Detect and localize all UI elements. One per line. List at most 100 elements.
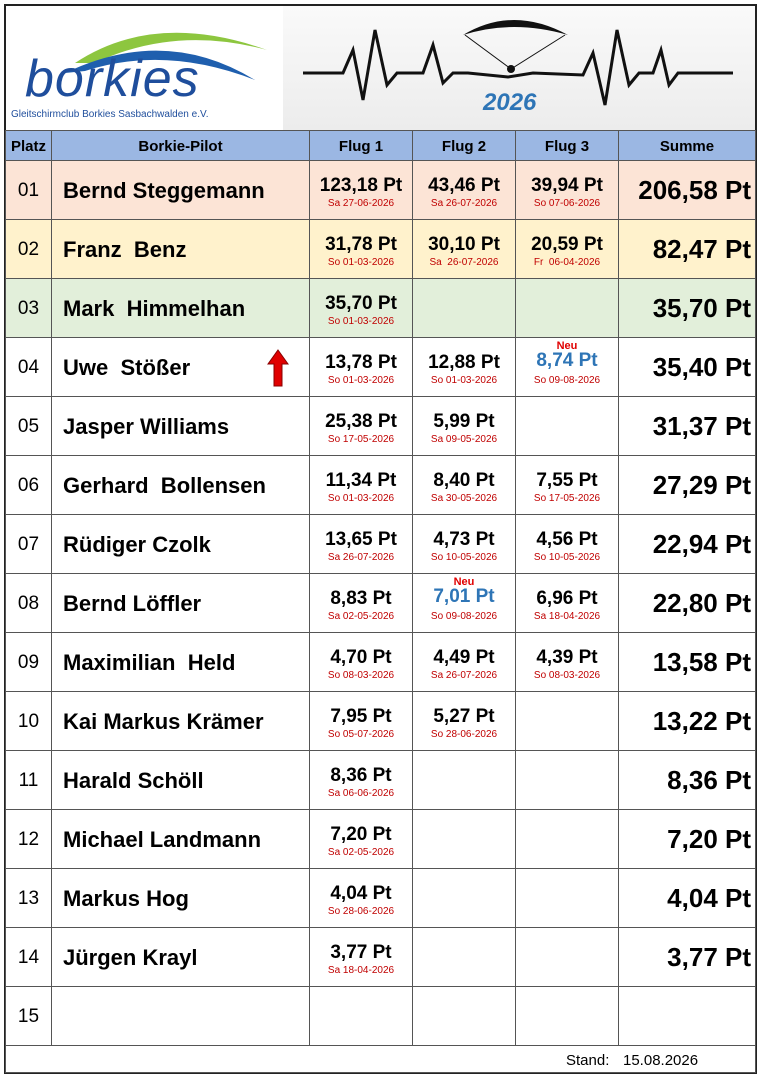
column-header-text: Flug 3 xyxy=(544,138,590,155)
flight-date: Sa 06-06-2026 xyxy=(327,788,395,799)
flight-cell: 7,20 Pt Sa 02-05-2026 xyxy=(310,810,413,869)
flight-points: 35,70 Pt xyxy=(325,293,397,314)
total: 206,58 Pt xyxy=(638,175,751,205)
flight-points: 43,46 Pt xyxy=(428,175,500,196)
total-cell: 7,20 Pt xyxy=(619,810,756,869)
flight-date: Sa 26-07-2026 xyxy=(429,257,499,268)
total: 22,94 Pt xyxy=(652,529,751,559)
place-cell: 15 xyxy=(5,987,52,1046)
total: 22,80 Pt xyxy=(652,588,751,618)
column-header: Flug 3 xyxy=(516,130,619,161)
place: 14 xyxy=(17,947,40,968)
pilot-cell: Franz Benz xyxy=(52,220,310,279)
place-cell: 05 xyxy=(5,397,52,456)
flight-date: Sa 18-04-2026 xyxy=(533,611,601,622)
flight-date: Sa 30-05-2026 xyxy=(430,493,498,504)
flight-cell: 4,56 Pt So 10-05-2026 xyxy=(516,515,619,574)
flight-cell: 6,96 Pt Sa 18-04-2026 xyxy=(516,574,619,633)
flight-date: So 09-08-2026 xyxy=(533,375,601,386)
flight-points: 30,10 Pt xyxy=(428,234,500,255)
place-cell: 04 xyxy=(5,338,52,397)
flight-cell: 25,38 Pt So 17-05-2026 xyxy=(310,397,413,456)
place-cell: 07 xyxy=(5,515,52,574)
total: 13,22 Pt xyxy=(652,706,751,736)
flight-points: 8,36 Pt xyxy=(330,765,392,786)
flight-cell xyxy=(310,987,413,1046)
pilot-name: Michael Landmann xyxy=(63,827,262,852)
flight-date: So 10-05-2026 xyxy=(430,552,498,563)
pilot-name: Mark Himmelhan xyxy=(63,296,246,321)
flight-cell: 4,04 Pt So 28-06-2026 xyxy=(310,869,413,928)
total-cell: 27,29 Pt xyxy=(619,456,756,515)
flight-cell: 20,59 Pt Fr 06-04-2026 xyxy=(516,220,619,279)
pilot-cell: Kai Markus Krämer xyxy=(52,692,310,751)
flight-points: 3,77 Pt xyxy=(330,942,392,963)
total-cell: 35,70 Pt xyxy=(619,279,756,338)
new-badge: Neu xyxy=(556,340,578,352)
flight-points: 5,99 Pt xyxy=(433,411,495,432)
total-cell: 35,40 Pt xyxy=(619,338,756,397)
flight-date: So 01-03-2026 xyxy=(327,316,395,327)
flight-cell xyxy=(413,987,516,1046)
flight-date: So 28-06-2026 xyxy=(430,729,498,740)
up-arrow xyxy=(267,349,289,387)
flight-cell: 7,55 Pt So 17-05-2026 xyxy=(516,456,619,515)
flight-cell: 43,46 Pt Sa 26-07-2026 xyxy=(413,161,516,220)
flight-points: 4,49 Pt xyxy=(433,647,495,668)
pilot-cell: Michael Landmann xyxy=(52,810,310,869)
place: 11 xyxy=(18,770,39,791)
flight-cell xyxy=(413,751,516,810)
flight-date: Sa 02-05-2026 xyxy=(327,611,395,622)
flight-date: So 08-03-2026 xyxy=(327,670,395,681)
flight-date: So 07-06-2026 xyxy=(533,198,601,209)
total: 35,40 Pt xyxy=(652,352,751,382)
pilot-name: Uwe Stößer xyxy=(63,355,191,380)
flight-date: Sa 27-06-2026 xyxy=(327,198,395,209)
total-cell: 8,36 Pt xyxy=(619,751,756,810)
total-cell: 4,04 Pt xyxy=(619,869,756,928)
flight-cell: 30,10 Pt Sa 26-07-2026 xyxy=(413,220,516,279)
flight-points: 4,70 Pt xyxy=(330,647,392,668)
total: 7,20 Pt xyxy=(667,824,751,854)
place-cell: 12 xyxy=(5,810,52,869)
flight-date: So 01-03-2026 xyxy=(327,375,395,386)
flight-points: 7,20 Pt xyxy=(330,824,392,845)
total: 27,29 Pt xyxy=(652,470,751,500)
flight-cell xyxy=(516,928,619,987)
place-cell: 02 xyxy=(5,220,52,279)
flight-points: 4,56 Pt xyxy=(536,529,598,550)
place-cell: 11 xyxy=(5,751,52,810)
pilot-cell: Harald Schöll xyxy=(52,751,310,810)
flight-points: 13,78 Pt xyxy=(325,352,397,373)
logo-swoosh xyxy=(65,32,267,80)
flight-points: 8,40 Pt xyxy=(433,470,495,491)
place: 15 xyxy=(17,1006,40,1027)
column-header: Summe xyxy=(619,130,756,161)
footer-row xyxy=(5,1046,756,1073)
flight-cell: 123,18 Pt Sa 27-06-2026 xyxy=(310,161,413,220)
flight-date: Sa 26-07-2026 xyxy=(430,670,498,681)
banner: 2026 xyxy=(283,5,756,130)
pilot-name: Jürgen Krayl xyxy=(63,945,198,970)
pilot-cell: Maximilian Held xyxy=(52,633,310,692)
flight-cell: 8,36 Pt Sa 06-06-2026 xyxy=(310,751,413,810)
pilot-cell: Jasper Williams xyxy=(52,397,310,456)
flight-cell xyxy=(413,928,516,987)
new-badge: Neu xyxy=(453,576,475,588)
flight-points: 11,34 Pt xyxy=(325,470,397,491)
total: 13,58 Pt xyxy=(652,647,751,677)
column-header-text: Platz xyxy=(10,138,46,155)
place: 02 xyxy=(17,239,40,260)
place: 03 xyxy=(17,298,40,319)
column-header: Borkie-Pilot xyxy=(52,130,310,161)
pilot-cell: Mark Himmelhan xyxy=(52,279,310,338)
flight-cell xyxy=(413,869,516,928)
column-header-text: Flug 2 xyxy=(441,138,487,155)
total-cell xyxy=(619,987,756,1046)
flight-points: 5,27 Pt xyxy=(433,706,495,727)
flight-cell xyxy=(516,692,619,751)
place-cell: 10 xyxy=(5,692,52,751)
flight-cell: 13,65 Pt Sa 26-07-2026 xyxy=(310,515,413,574)
pilot-name: Harald Schöll xyxy=(63,768,204,793)
total-cell: 22,80 Pt xyxy=(619,574,756,633)
